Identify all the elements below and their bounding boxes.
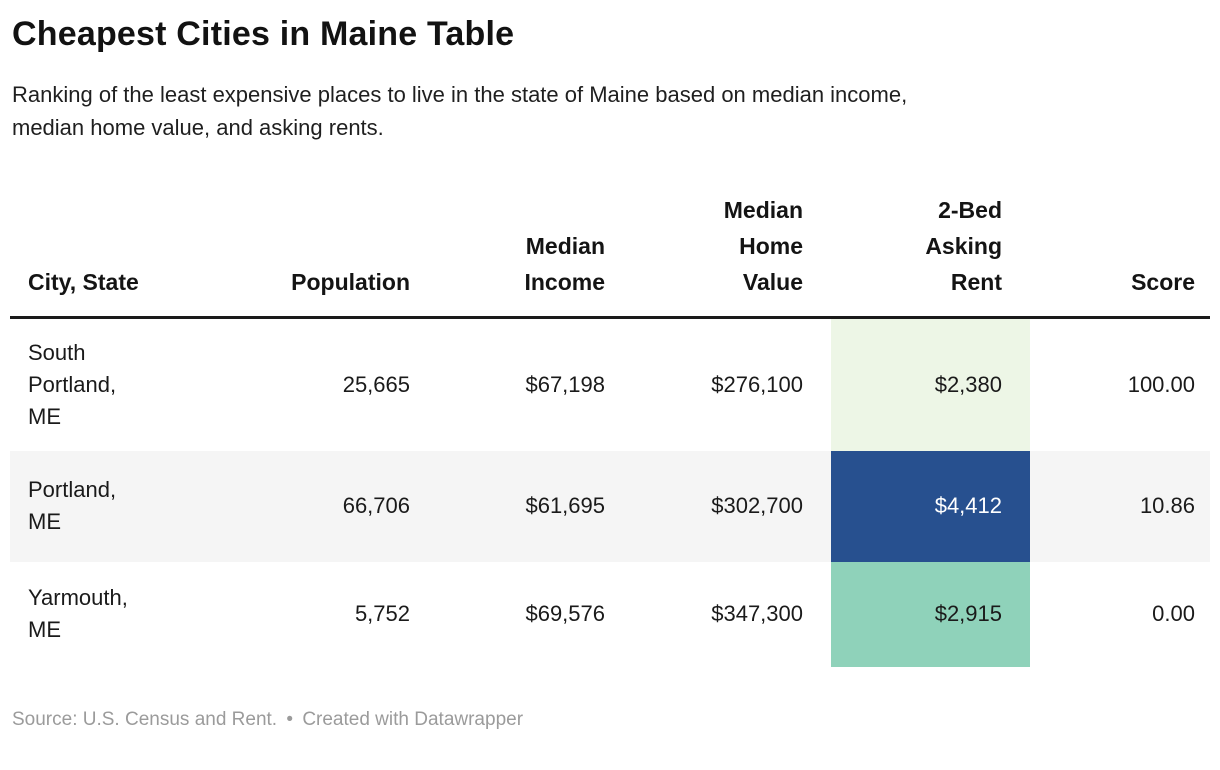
cell-score: 0.00 bbox=[1152, 601, 1195, 626]
column-header-score[interactable]: Score bbox=[1030, 192, 1210, 319]
cell-score: 100.00 bbox=[1127, 371, 1195, 397]
cheapest-cities-table: City, State Population Median Income Med… bbox=[10, 192, 1210, 667]
cell-median-income: $67,198 bbox=[525, 371, 605, 397]
column-header-2bed-asking-rent[interactable]: 2-Bed Asking Rent bbox=[831, 192, 1030, 319]
cell-population: 5,752 bbox=[354, 601, 410, 626]
cell-median-home-value: $302,700 bbox=[711, 493, 803, 518]
source-text: Source: U.S. Census and Rent. bbox=[12, 708, 278, 730]
cell-2bed-asking-rent-heatmap: $4,412 bbox=[831, 450, 1030, 562]
cell-median-home-value: $347,300 bbox=[711, 601, 803, 626]
column-header-median-income[interactable]: Median Income bbox=[438, 192, 633, 319]
cell-city-state: Yarmouth, ME bbox=[28, 585, 128, 642]
datawrapper-credit-link[interactable]: Created with Datawrapper bbox=[302, 708, 524, 730]
column-header-population[interactable]: Population bbox=[205, 192, 438, 319]
footer-separator: • bbox=[286, 708, 294, 730]
cell-score: 10.86 bbox=[1139, 493, 1195, 518]
cell-median-income: $69,576 bbox=[525, 601, 605, 626]
datawrapper-table-page: Cheapest Cities in Maine Table Ranking o… bbox=[0, 14, 1220, 731]
page-subtitle: Ranking of the least expensive places to… bbox=[12, 82, 908, 140]
footer: Source: U.S. Census and Rent. • Created … bbox=[12, 709, 1210, 731]
table-row-yarmouth: Yarmouth, ME 5,752 $69,576 $347,300 $2,9… bbox=[10, 561, 1210, 667]
cell-median-income: $61,695 bbox=[525, 493, 605, 518]
cell-2bed-asking-rent-heatmap: $2,380 bbox=[831, 317, 1030, 451]
column-header-median-home-value[interactable]: Median Home Value bbox=[633, 192, 831, 319]
column-header-city-state[interactable]: City, State bbox=[10, 192, 205, 319]
cell-city-state: South Portland, ME bbox=[28, 339, 117, 429]
table-header-row: City, State Population Median Income Med… bbox=[10, 192, 1210, 319]
cell-median-home-value: $276,100 bbox=[711, 371, 803, 397]
cell-population: 66,706 bbox=[342, 493, 410, 518]
cell-population: 25,665 bbox=[342, 371, 410, 397]
table-row-south-portland: South Portland, ME 25,665 $67,198 $276,1… bbox=[10, 317, 1210, 451]
cell-city-state: Portland, ME bbox=[28, 477, 117, 534]
cell-2bed-asking-rent-heatmap: $2,915 bbox=[831, 561, 1030, 667]
page-title: Cheapest Cities in Maine Table bbox=[12, 15, 515, 53]
table-row-portland: Portland, ME 66,706 $61,695 $302,700 $4,… bbox=[10, 450, 1210, 562]
